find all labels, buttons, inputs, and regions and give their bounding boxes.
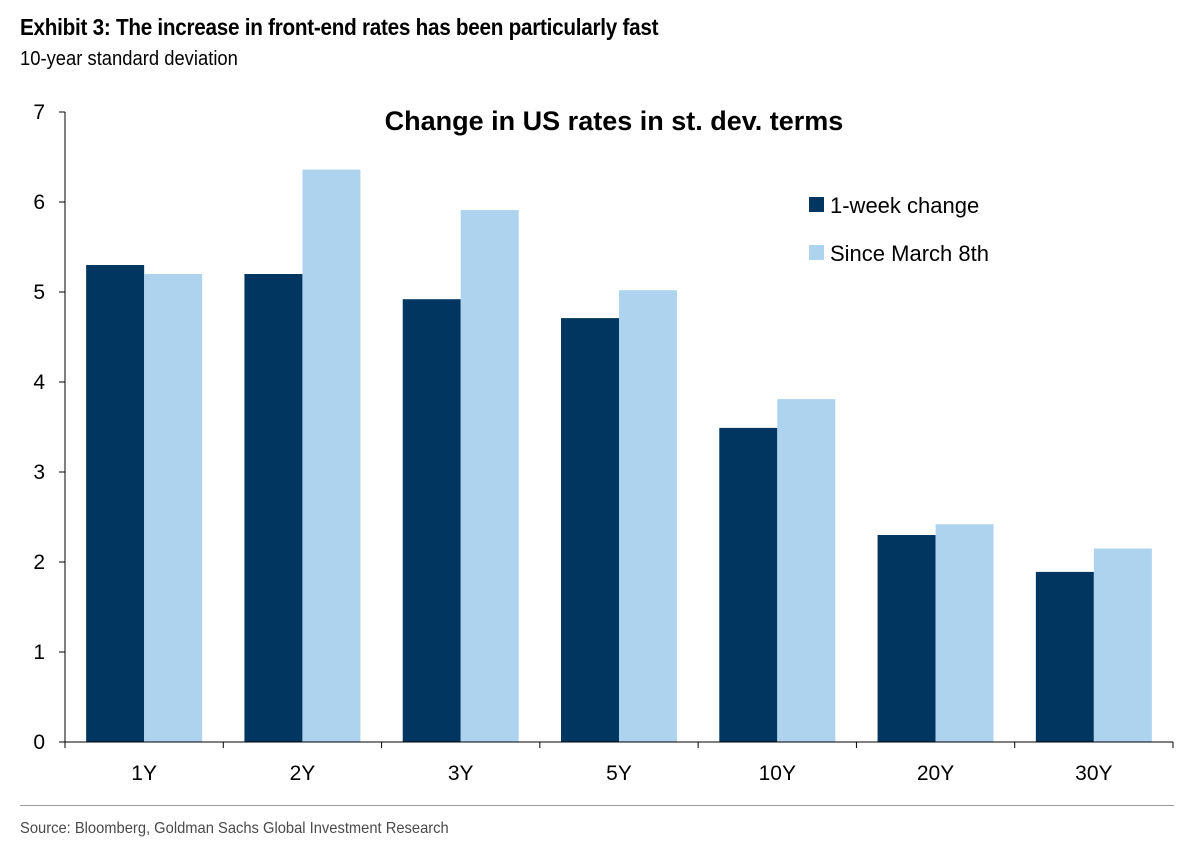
x-tick-label: 3Y: [448, 762, 474, 785]
bar-since-march-1y: [144, 274, 203, 742]
y-tick-label: 4: [33, 371, 45, 394]
exhibit-title: Exhibit 3: The increase in front-end rat…: [20, 14, 659, 40]
bar-since-march-10y: [777, 399, 836, 742]
y-tick-label: 5: [33, 281, 45, 304]
x-tick-label: 1Y: [131, 762, 157, 785]
bar-since-march-2y: [302, 169, 361, 743]
chart-title: Change in US rates in st. dev. terms: [385, 106, 844, 136]
bar-since-march-30y: [1093, 548, 1152, 742]
bar-one-week-20y: [877, 535, 936, 742]
x-tick-label: 10Y: [759, 762, 796, 785]
exhibit-subtitle: 10-year standard deviation: [20, 48, 238, 70]
bar-one-week-3y: [402, 299, 461, 742]
bar-since-march-3y: [460, 210, 519, 743]
y-tick-label: 0: [33, 731, 45, 754]
x-tick-label: 30Y: [1075, 762, 1112, 785]
bar-one-week-10y: [719, 427, 778, 742]
bar-since-march-5y: [619, 290, 677, 742]
bar-one-week-30y: [1035, 571, 1094, 742]
y-tick-label: 7: [33, 101, 45, 124]
bar-one-week-2y: [244, 274, 303, 742]
x-tick-label: 2Y: [290, 762, 316, 785]
bottom-divider: [20, 805, 1174, 806]
bars-layer: [86, 169, 1152, 743]
bar-since-march-20y: [935, 524, 994, 742]
bar-one-week-1y: [86, 265, 145, 742]
legend-label-one-week: 1-week change: [830, 193, 979, 218]
bar-one-week-5y: [561, 318, 619, 742]
legend-swatch-one-week: [809, 197, 824, 212]
y-tick-label: 2: [33, 551, 45, 574]
legend-swatch-since-march: [809, 245, 824, 260]
y-tick-label: 1: [33, 641, 45, 664]
y-tick-label: 3: [33, 461, 45, 484]
y-tick-label: 6: [33, 191, 45, 214]
legend-label-since-march: Since March 8th: [830, 241, 989, 266]
x-tick-label: 20Y: [917, 762, 954, 785]
axes-layer: 0 1 2 3 4 5 6 7 1Y 2Y 3Y 5Y 10Y 20Y 30Y: [33, 101, 1174, 785]
x-tick-label: 5Y: [606, 762, 632, 785]
legend: 1-week change Since March 8th: [809, 193, 989, 266]
source-note: Source: Bloomberg, Goldman Sachs Global …: [20, 820, 449, 837]
